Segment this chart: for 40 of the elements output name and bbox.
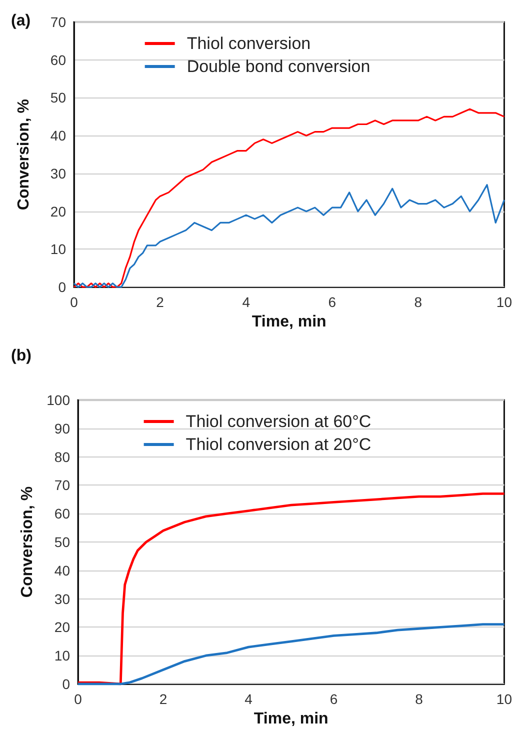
x-tick-label: 10 bbox=[496, 691, 512, 707]
y-tick-label: 20 bbox=[54, 619, 70, 636]
legend-label: Double bond conversion bbox=[186, 57, 370, 76]
x-tick-label: 8 bbox=[415, 691, 424, 707]
x-tick-label: 8 bbox=[414, 294, 422, 310]
y-tick-label: 10 bbox=[50, 241, 66, 258]
y-tick-label: 20 bbox=[50, 203, 66, 220]
y-tick-label: 30 bbox=[50, 165, 66, 182]
x-tick-label: 4 bbox=[242, 294, 250, 310]
y-tick-label: 60 bbox=[50, 52, 66, 68]
x-tick-label: 4 bbox=[244, 691, 253, 707]
x-tick-label: 2 bbox=[159, 691, 168, 707]
legend-label: Thiol conversion bbox=[186, 34, 311, 53]
y-tick-label: 50 bbox=[50, 90, 66, 106]
y-tick-label: 10 bbox=[54, 648, 70, 664]
y-tick-label: 30 bbox=[54, 590, 70, 607]
y-tick-label: 0 bbox=[62, 676, 70, 692]
y-tick-label: 40 bbox=[50, 128, 66, 144]
y-tick-label: 70 bbox=[54, 477, 70, 494]
y-tick-label: 90 bbox=[54, 420, 70, 436]
x-tick-label: 0 bbox=[74, 691, 82, 707]
y-tick-label: 80 bbox=[54, 448, 70, 465]
x-axis-title: Time, min bbox=[252, 314, 326, 330]
chart-title: (b) bbox=[11, 348, 32, 364]
chart-title: (a) bbox=[11, 12, 31, 30]
y-tick-label: 100 bbox=[46, 392, 70, 408]
legend-label: Thiol conversion at 20°C bbox=[186, 435, 372, 454]
legend-label: Thiol conversion at 60°C bbox=[186, 412, 372, 431]
y-tick-label: 50 bbox=[54, 534, 70, 550]
x-tick-label: 6 bbox=[328, 294, 336, 310]
y-tick-label: 40 bbox=[54, 562, 70, 578]
y-tick-label: 70 bbox=[50, 14, 66, 30]
x-tick-label: 2 bbox=[156, 294, 164, 310]
x-axis-title: Time, min bbox=[254, 710, 328, 728]
y-axis-title: Conversion, % bbox=[19, 486, 36, 598]
y-tick-label: 60 bbox=[54, 506, 70, 522]
x-tick-label: 6 bbox=[330, 691, 338, 707]
y-tick-label: 0 bbox=[58, 279, 66, 296]
y-axis-title: Conversion, % bbox=[16, 98, 32, 210]
x-tick-label: 10 bbox=[496, 294, 512, 310]
